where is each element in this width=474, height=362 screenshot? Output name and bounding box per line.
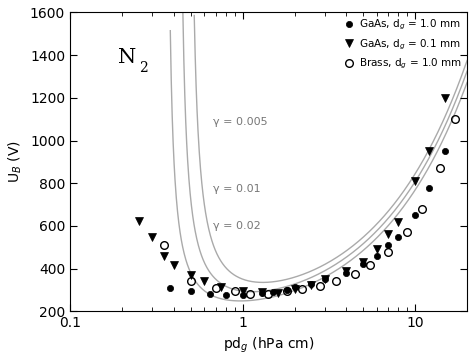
Brass, d$_g$ = 1.0 mm	[419, 207, 425, 211]
GaAs, d$_g$ = 0.1 mm	[385, 232, 391, 237]
GaAs, d$_g$ = 1.0 mm	[344, 271, 349, 275]
Text: γ = 0.01: γ = 0.01	[212, 184, 260, 194]
GaAs, d$_g$ = 1.0 mm	[360, 262, 366, 266]
GaAs, d$_g$ = 1.0 mm	[309, 281, 314, 286]
Brass, d$_g$ = 1.0 mm	[188, 279, 193, 283]
GaAs, d$_g$ = 1.0 mm	[167, 286, 173, 290]
GaAs, d$_g$ = 1.0 mm	[426, 185, 432, 190]
GaAs, d$_g$ = 1.0 mm	[395, 235, 401, 239]
Brass, d$_g$ = 1.0 mm	[385, 250, 391, 254]
GaAs, d$_g$ = 0.1 mm	[240, 289, 246, 294]
Brass, d$_g$ = 1.0 mm	[265, 291, 271, 296]
GaAs, d$_g$ = 0.1 mm	[322, 277, 328, 282]
Brass, d$_g$ = 1.0 mm	[161, 243, 167, 247]
GaAs, d$_g$ = 1.0 mm	[259, 291, 265, 295]
GaAs, d$_g$ = 0.1 mm	[395, 219, 401, 224]
Line: GaAs, d$_g$ = 1.0 mm: GaAs, d$_g$ = 1.0 mm	[167, 148, 448, 298]
Brass, d$_g$ = 1.0 mm	[404, 230, 410, 235]
Brass, d$_g$ = 1.0 mm	[367, 263, 373, 268]
GaAs, d$_g$ = 0.1 mm	[374, 247, 380, 252]
GaAs, d$_g$ = 0.1 mm	[259, 290, 265, 294]
Brass, d$_g$ = 1.0 mm	[232, 289, 237, 294]
GaAs, d$_g$ = 0.1 mm	[426, 149, 432, 153]
GaAs, d$_g$ = 0.1 mm	[344, 269, 349, 273]
Brass, d$_g$ = 1.0 mm	[299, 287, 304, 291]
GaAs, d$_g$ = 1.0 mm	[188, 289, 193, 293]
GaAs, d$_g$ = 0.1 mm	[309, 282, 314, 287]
GaAs, d$_g$ = 1.0 mm	[292, 285, 297, 289]
GaAs, d$_g$ = 1.0 mm	[385, 243, 391, 247]
Line: GaAs, d$_g$ = 0.1 mm: GaAs, d$_g$ = 0.1 mm	[135, 94, 449, 297]
GaAs, d$_g$ = 0.1 mm	[149, 235, 155, 239]
Y-axis label: U$_B$ (V): U$_B$ (V)	[7, 140, 24, 183]
Brass, d$_g$ = 1.0 mm	[353, 272, 358, 277]
GaAs, d$_g$ = 0.1 mm	[360, 260, 366, 264]
Brass, d$_g$ = 1.0 mm	[213, 286, 219, 290]
GaAs, d$_g$ = 0.1 mm	[275, 291, 281, 295]
GaAs, d$_g$ = 1.0 mm	[223, 293, 228, 298]
Brass, d$_g$ = 1.0 mm	[317, 283, 323, 288]
Brass, d$_g$ = 1.0 mm	[334, 279, 339, 283]
GaAs, d$_g$ = 1.0 mm	[270, 290, 276, 294]
Legend: GaAs, d$_g$ = 1.0 mm, GaAs, d$_g$ = 0.1 mm, Brass, d$_g$ = 1.0 mm: GaAs, d$_g$ = 1.0 mm, GaAs, d$_g$ = 0.1 …	[342, 16, 464, 73]
Text: γ = 0.005: γ = 0.005	[212, 117, 267, 127]
GaAs, d$_g$ = 0.1 mm	[136, 218, 142, 223]
GaAs, d$_g$ = 1.0 mm	[412, 213, 418, 218]
GaAs, d$_g$ = 0.1 mm	[218, 285, 224, 289]
GaAs, d$_g$ = 1.0 mm	[443, 149, 448, 153]
Text: γ = 0.02: γ = 0.02	[212, 221, 260, 231]
GaAs, d$_g$ = 1.0 mm	[374, 254, 380, 258]
Line: Brass, d$_g$ = 1.0 mm: Brass, d$_g$ = 1.0 mm	[160, 115, 459, 298]
GaAs, d$_g$ = 1.0 mm	[208, 292, 213, 296]
GaAs, d$_g$ = 1.0 mm	[322, 277, 328, 282]
Brass, d$_g$ = 1.0 mm	[452, 117, 458, 121]
GaAs, d$_g$ = 0.1 mm	[201, 279, 207, 283]
GaAs, d$_g$ = 0.1 mm	[171, 262, 177, 267]
Text: N: N	[118, 48, 137, 67]
Text: 2: 2	[139, 61, 148, 75]
X-axis label: pd$_g$ (hPa cm): pd$_g$ (hPa cm)	[223, 336, 314, 355]
GaAs, d$_g$ = 0.1 mm	[188, 273, 193, 278]
GaAs, d$_g$ = 0.1 mm	[292, 287, 297, 291]
GaAs, d$_g$ = 1.0 mm	[240, 292, 246, 297]
GaAs, d$_g$ = 0.1 mm	[412, 179, 418, 183]
Brass, d$_g$ = 1.0 mm	[247, 291, 253, 296]
GaAs, d$_g$ = 0.1 mm	[161, 254, 167, 258]
GaAs, d$_g$ = 1.0 mm	[284, 288, 290, 292]
Brass, d$_g$ = 1.0 mm	[438, 166, 443, 171]
Brass, d$_g$ = 1.0 mm	[284, 289, 290, 294]
GaAs, d$_g$ = 0.1 mm	[443, 96, 448, 100]
